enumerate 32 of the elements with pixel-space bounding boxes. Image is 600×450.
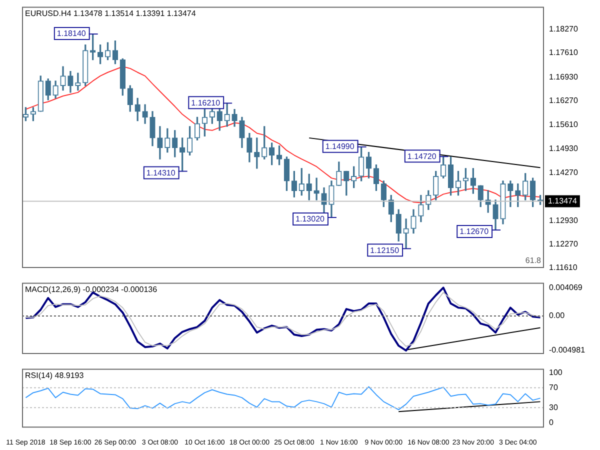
- y-tick-label: 1.17610: [549, 48, 578, 58]
- y-tick-label: 0.004069: [549, 283, 583, 292]
- y-tick-label: 1.12270: [549, 240, 578, 249]
- y-tick-label: 1.12930: [549, 216, 578, 225]
- y-tick-label: 70: [549, 382, 558, 392]
- y-tick-label: 100: [549, 368, 563, 377]
- ref-line-label: 1.13474: [548, 196, 578, 206]
- y-tick-label: 1.11610: [549, 263, 578, 272]
- chart-title: MACD(12,26,9) -0.000234 -0.000136: [25, 285, 158, 294]
- y-tick-label: 1.14930: [549, 144, 578, 154]
- annotation: 61.8: [525, 256, 542, 266]
- chart-title: RSI(14) 48.9193: [25, 371, 84, 380]
- y-tick-label: 1.16930: [549, 72, 578, 82]
- annotation: 1.14720: [407, 152, 437, 161]
- candlestick: [75, 72, 81, 91]
- y-tick-label: 1.16270: [549, 96, 578, 106]
- y-tick-label: 0: [549, 418, 554, 427]
- annotation: 1.14990: [325, 142, 355, 152]
- annotation: 1.13020: [296, 214, 326, 224]
- annotation: 1.14310: [146, 168, 176, 178]
- annotation: 1.18140: [56, 29, 86, 38]
- annotation: 1.12150: [370, 246, 400, 255]
- y-tick-label: 1.14270: [549, 168, 578, 177]
- y-tick-label: 1.15610: [549, 120, 578, 129]
- chart-title: EURUSD.H4 1.13478 1.13514 1.13391 1.13474: [25, 9, 196, 18]
- y-tick-label: 1.18270: [549, 24, 578, 34]
- annotation: 1.12670: [460, 227, 490, 236]
- annotation: 1.16210: [191, 98, 221, 108]
- candlestick: [314, 178, 320, 200]
- y-tick-label: 30: [549, 402, 558, 412]
- y-tick-label: -0.004981: [549, 346, 586, 355]
- y-tick-label: 0.00: [549, 311, 566, 320]
